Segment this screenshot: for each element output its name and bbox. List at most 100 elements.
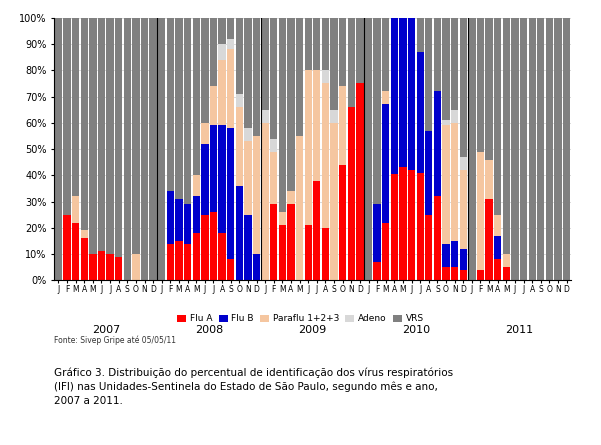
Bar — [305, 70, 312, 225]
Bar — [425, 131, 433, 214]
Bar — [477, 270, 484, 280]
Bar — [166, 191, 174, 243]
Bar — [546, 18, 553, 280]
Bar — [373, 18, 381, 204]
Bar — [382, 91, 389, 105]
Bar — [141, 18, 148, 280]
Bar — [218, 60, 226, 125]
Bar — [408, 170, 415, 280]
Bar — [442, 18, 450, 120]
Bar — [451, 123, 459, 241]
Bar — [81, 239, 88, 280]
Bar — [244, 128, 252, 141]
Bar — [331, 110, 338, 123]
Bar — [486, 160, 493, 199]
Bar — [339, 86, 346, 165]
Bar — [486, 18, 493, 160]
Bar — [287, 18, 294, 191]
Bar — [192, 196, 200, 233]
Bar — [356, 18, 364, 83]
Bar — [339, 165, 346, 280]
Bar — [201, 214, 209, 280]
Bar — [442, 120, 450, 125]
Bar — [305, 225, 312, 280]
Bar — [227, 259, 234, 280]
Bar — [132, 254, 139, 280]
Bar — [261, 110, 269, 123]
Bar — [460, 249, 467, 270]
Bar — [236, 107, 243, 186]
Bar — [98, 18, 105, 251]
Bar — [270, 204, 278, 280]
Bar — [72, 196, 79, 222]
Bar — [72, 18, 79, 196]
Bar — [218, 125, 226, 233]
Bar — [218, 18, 226, 44]
Bar — [227, 49, 234, 128]
Bar — [81, 231, 88, 239]
Bar — [528, 18, 536, 280]
Bar — [434, 196, 441, 280]
Bar — [201, 144, 209, 214]
Bar — [253, 254, 260, 280]
Bar — [416, 173, 424, 280]
Bar — [442, 267, 450, 280]
Bar — [313, 181, 320, 280]
Bar — [261, 123, 269, 280]
Bar — [210, 212, 217, 280]
Bar — [227, 18, 234, 39]
Bar — [502, 18, 510, 254]
Bar — [279, 18, 286, 212]
Bar — [451, 110, 459, 123]
Bar — [382, 18, 389, 91]
Bar — [313, 18, 320, 70]
Text: 2008: 2008 — [195, 325, 224, 335]
Bar — [477, 18, 484, 152]
Bar — [416, 52, 424, 173]
Bar — [391, 174, 398, 280]
Text: 2007: 2007 — [91, 325, 120, 335]
Bar — [460, 157, 467, 170]
Legend: Flu A, Flu B, Paraflu 1+2+3, Adeno, VRS: Flu A, Flu B, Paraflu 1+2+3, Adeno, VRS — [174, 311, 427, 327]
Bar — [89, 18, 97, 254]
Bar — [192, 18, 200, 175]
Bar — [218, 44, 226, 60]
Bar — [460, 170, 467, 249]
Bar — [210, 18, 217, 86]
Bar — [270, 152, 278, 204]
Bar — [442, 243, 450, 267]
Bar — [55, 18, 62, 280]
Bar — [98, 251, 105, 280]
Bar — [331, 18, 338, 109]
Bar — [115, 18, 123, 257]
Bar — [210, 86, 217, 125]
Bar — [373, 204, 381, 262]
Bar — [270, 138, 278, 152]
Bar — [451, 18, 459, 109]
Bar — [72, 222, 79, 280]
Bar — [81, 18, 88, 231]
Bar — [166, 243, 174, 280]
Bar — [554, 18, 562, 280]
Bar — [313, 70, 320, 181]
Bar — [537, 18, 545, 280]
Text: 2011: 2011 — [505, 325, 533, 335]
Text: 2009: 2009 — [298, 325, 327, 335]
Bar — [322, 18, 329, 70]
Bar — [261, 18, 269, 109]
Bar — [184, 18, 191, 204]
Bar — [253, 136, 260, 254]
Bar — [287, 204, 294, 280]
Bar — [468, 18, 475, 280]
Bar — [124, 18, 131, 280]
Bar — [382, 105, 389, 222]
Bar — [494, 236, 501, 259]
Text: Gráfico 3. Distribuição do percentual de identificação dos vírus respiratórios
(: Gráfico 3. Distribuição do percentual de… — [54, 367, 453, 406]
Bar — [132, 18, 139, 254]
Bar — [365, 18, 372, 280]
Bar — [201, 18, 209, 123]
Bar — [347, 18, 355, 107]
Bar — [63, 18, 71, 214]
Bar — [356, 83, 364, 280]
Bar — [279, 212, 286, 225]
